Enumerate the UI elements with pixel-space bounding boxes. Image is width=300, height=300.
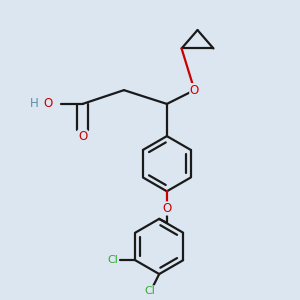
Text: O: O <box>78 130 87 143</box>
Text: O: O <box>44 98 53 110</box>
Text: H: H <box>30 98 38 110</box>
Text: O: O <box>190 84 199 97</box>
Text: O: O <box>162 202 172 215</box>
Text: Cl: Cl <box>107 255 118 265</box>
Text: Cl: Cl <box>145 286 155 296</box>
